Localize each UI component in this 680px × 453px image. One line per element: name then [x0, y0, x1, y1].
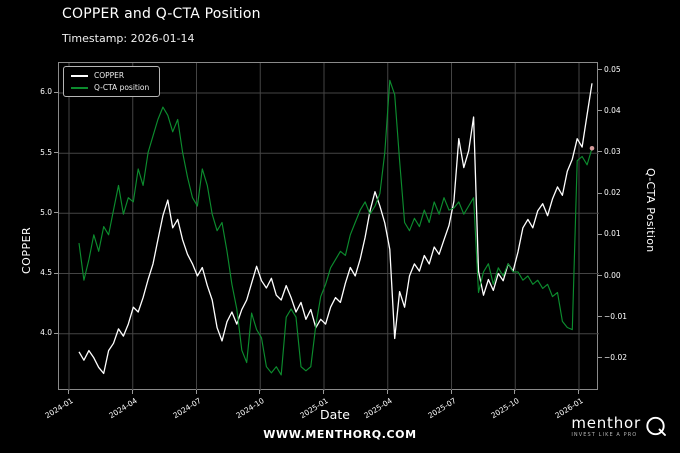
legend-label: COPPER: [94, 71, 125, 80]
legend-item: COPPER: [71, 71, 149, 80]
left-tick-label: 4.5: [40, 268, 52, 278]
left-tick-label: 6.0: [40, 87, 52, 97]
copper-line: [78, 83, 593, 375]
x-axis-title: Date: [320, 407, 350, 422]
x-tick-label: 2024-01: [43, 396, 75, 421]
timestamp-subtitle: Timestamp: 2026-01-14: [62, 32, 195, 45]
x-tick-mark: [323, 390, 324, 394]
legend-line-swatch: [71, 74, 88, 77]
right-tick-label: 0.02: [604, 188, 621, 198]
right-tick-label: 0.00: [604, 270, 621, 280]
x-tick-mark: [259, 390, 261, 394]
plot-area: COPPER Q-CTA position: [58, 62, 599, 391]
x-tick-mark: [68, 390, 69, 394]
left-tick-label: 5.0: [40, 207, 52, 217]
left-tick-mark: [54, 332, 58, 334]
x-tick-mark: [131, 390, 133, 394]
right-tick-mark: [598, 110, 602, 112]
right-tick-mark: [598, 192, 602, 194]
x-tick-mark: [195, 390, 197, 394]
x-tick-mark: [386, 390, 388, 394]
right-axis-label: Q-CTA Position: [644, 168, 657, 253]
left-tick-mark: [54, 91, 58, 93]
chart-canvas: [59, 63, 599, 391]
logo-name: menthor: [571, 414, 641, 432]
left-axis-label: COPPER: [20, 226, 33, 274]
x-tick-label: 2024-04: [107, 396, 139, 421]
right-tick-label: −0.01: [604, 311, 627, 321]
website-url: WWW.MENTHORQ.COM: [263, 428, 417, 441]
right-tick-mark: [598, 69, 602, 70]
legend-label: Q-CTA position: [94, 83, 150, 92]
right-tick-label: 0.05: [604, 64, 621, 74]
x-tick-mark: [578, 390, 579, 394]
left-tick-label: 5.5: [40, 147, 52, 157]
right-tick-mark: [598, 357, 602, 359]
right-tick-mark: [598, 275, 602, 277]
left-tick-mark: [54, 152, 58, 154]
legend-line-swatch: [71, 86, 88, 89]
x-tick-label: 2025-10: [489, 396, 522, 421]
qcta-end-marker: [589, 146, 595, 151]
right-tick-label: −0.02: [604, 352, 627, 362]
x-tick-mark: [450, 390, 452, 394]
right-tick-label: 0.04: [604, 105, 621, 115]
legend: COPPER Q-CTA position: [63, 66, 161, 97]
q-cta-position-line: [78, 79, 593, 376]
x-tick-label: 2024-07: [170, 396, 203, 421]
left-tick-mark: [54, 272, 58, 274]
right-tick-mark: [598, 151, 602, 153]
right-tick-label: 0.03: [604, 146, 621, 156]
right-tick-label: 0.01: [604, 229, 621, 239]
right-tick-mark: [598, 233, 602, 235]
left-tick-label: 4.0: [40, 328, 52, 338]
menthorq-logo: menthor INVEST LIKE A PRO: [571, 415, 668, 439]
left-tick-mark: [54, 212, 58, 214]
logo-tagline: INVEST LIKE A PRO: [571, 432, 638, 438]
legend-item: Q-CTA position: [71, 83, 149, 92]
x-tick-mark: [514, 390, 516, 394]
page-title: COPPER and Q-CTA Position: [62, 6, 261, 22]
right-tick-mark: [598, 316, 602, 318]
logo-q-icon: [646, 416, 666, 436]
